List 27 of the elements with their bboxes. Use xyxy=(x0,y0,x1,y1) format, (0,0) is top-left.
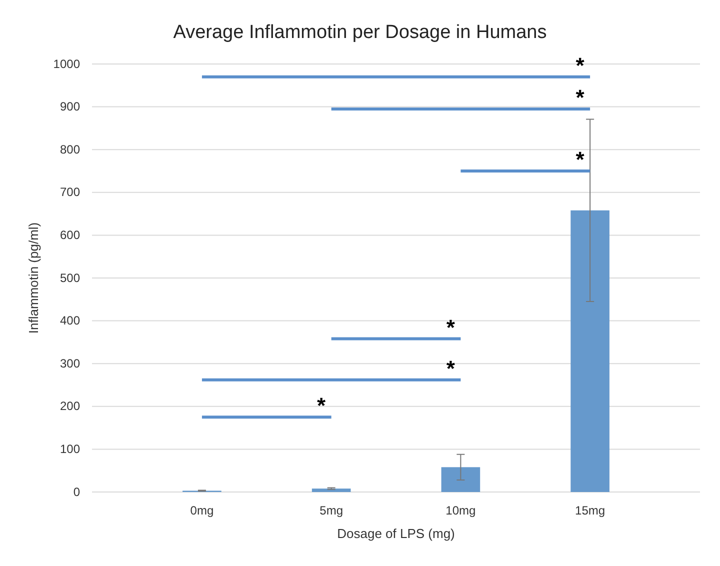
y-tick-label: 200 xyxy=(60,399,80,414)
y-tick-label: 400 xyxy=(60,314,80,328)
x-tick-label: 10mg xyxy=(446,504,476,518)
y-tick-label: 700 xyxy=(60,185,80,200)
x-axis-title: Dosage of LPS (mg) xyxy=(337,526,455,541)
annotation: * xyxy=(317,393,326,418)
x-tick-label: 0mg xyxy=(190,504,214,518)
y-tick-label: 800 xyxy=(60,142,80,156)
y-tick-label: 600 xyxy=(60,228,80,242)
bar xyxy=(570,210,610,492)
bar xyxy=(441,467,480,492)
y-tick-label: 500 xyxy=(60,270,80,285)
y-tick-label: 100 xyxy=(60,442,80,456)
annotation: * xyxy=(446,314,456,340)
y-axis-title: Inflammotin (pg/ml) xyxy=(26,222,41,334)
annotation: * xyxy=(576,52,585,78)
annotation: * xyxy=(576,147,585,172)
y-tick-label: 0 xyxy=(73,484,80,499)
y-tick-label: 1000 xyxy=(53,56,80,71)
chart-title: Average Inflammotin per Dosage in Humans xyxy=(173,22,547,43)
x-tick-label: 5mg xyxy=(320,504,343,518)
bar xyxy=(312,488,351,492)
x-tick-label: 15mg xyxy=(575,504,606,518)
y-tick-label: 300 xyxy=(60,356,80,370)
annotation: * xyxy=(576,84,585,110)
annotation: * xyxy=(446,356,456,381)
y-tick-label: 900 xyxy=(60,100,80,114)
